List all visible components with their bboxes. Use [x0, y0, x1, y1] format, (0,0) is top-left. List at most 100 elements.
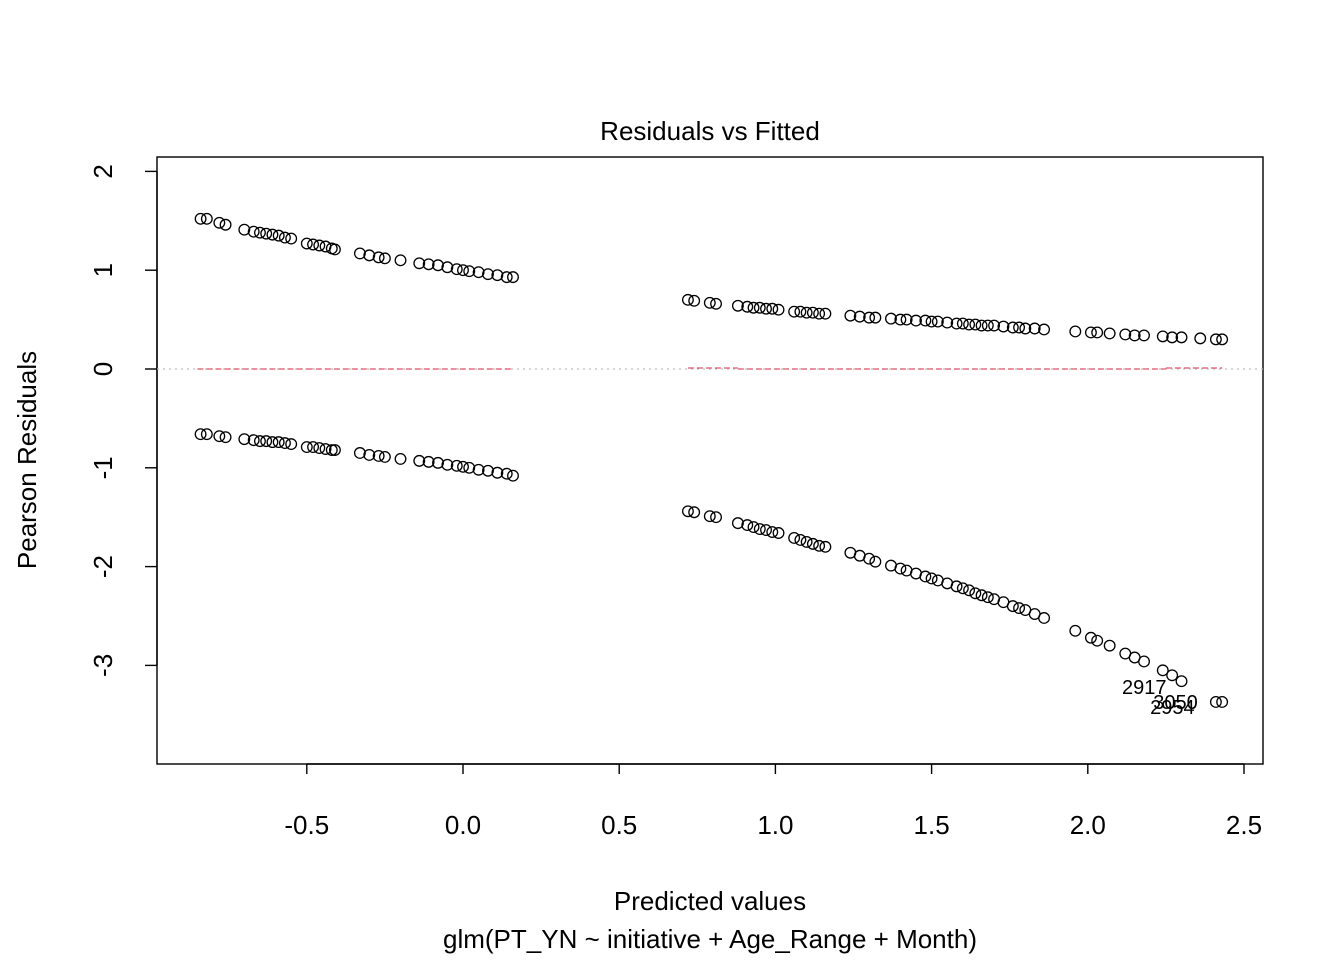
- data-point: [963, 584, 976, 597]
- x-tick-label: -0.5: [284, 810, 329, 840]
- data-point: [956, 317, 969, 330]
- data-point: [1209, 696, 1222, 708]
- data-point: [900, 313, 913, 326]
- plot-frame: [156, 156, 1264, 765]
- data-point: [1156, 664, 1169, 677]
- data-point: [710, 511, 722, 524]
- data-point: [1166, 331, 1179, 344]
- data-point: [285, 232, 298, 245]
- data-point: [969, 587, 982, 600]
- data-point: [394, 452, 407, 465]
- data-point: [319, 443, 332, 455]
- data-point: [766, 302, 779, 315]
- data-point: [941, 316, 954, 329]
- data-point: [788, 531, 801, 544]
- data-point: [378, 252, 391, 265]
- y-tick-label: -2: [88, 555, 118, 578]
- data-point: [219, 218, 232, 231]
- data-point: [200, 428, 213, 441]
- chart-title: Residuals vs Fitted: [600, 116, 820, 146]
- data-point: [753, 301, 766, 314]
- data-point: [413, 257, 426, 270]
- data-point: [919, 570, 932, 583]
- data-point: [213, 430, 226, 443]
- data-point: [741, 300, 754, 313]
- data-point: [1006, 600, 1019, 613]
- point-label: 3050: [1153, 692, 1198, 714]
- data-point: [300, 237, 313, 250]
- data-point: [378, 450, 391, 463]
- data-point: [710, 297, 722, 310]
- data-point: [253, 435, 266, 448]
- smooth-line: [197, 367, 1223, 370]
- data-point: [853, 310, 866, 323]
- data-point: [463, 265, 476, 278]
- data-point: [1166, 669, 1179, 682]
- data-point: [441, 458, 454, 471]
- data-point: [869, 311, 882, 324]
- data-point: [200, 212, 213, 225]
- data-point: [353, 447, 366, 459]
- point-label: 2954: [1150, 697, 1195, 719]
- data-point: [194, 212, 207, 225]
- data-point: [956, 582, 969, 595]
- data-point: [894, 562, 907, 575]
- data-point: [925, 572, 938, 585]
- y-tick-label: -3: [88, 654, 118, 677]
- data-point: [422, 455, 435, 468]
- axes: -0.5 0.0 0.5 1.0 1.5 2.0 2.5 -3 -2 -1 0 1 2: [88, 164, 1262, 840]
- data-point: [432, 456, 444, 469]
- data-point: [1006, 321, 1019, 334]
- data-point: [285, 438, 298, 451]
- data-point: [1138, 655, 1150, 668]
- data-point: [1103, 639, 1116, 652]
- data-point: [1194, 332, 1207, 345]
- data-point: [363, 449, 376, 461]
- data-point: [238, 223, 251, 236]
- data-point: [472, 463, 485, 476]
- data-point: [844, 309, 857, 322]
- data-point: [307, 238, 319, 251]
- x-tick-label: 2.5: [1226, 810, 1262, 840]
- data-point: [247, 225, 260, 238]
- data-point: [863, 552, 876, 565]
- data-point: [788, 305, 801, 318]
- data-point: [885, 312, 897, 325]
- data-point: [741, 519, 754, 532]
- data-point: [963, 318, 976, 331]
- data-point: [450, 459, 463, 472]
- data-point: [869, 555, 882, 568]
- data-point: [238, 433, 251, 446]
- data-point: [413, 454, 426, 467]
- data-point: [931, 315, 944, 328]
- data-point: [491, 269, 504, 282]
- data-point: [422, 258, 435, 271]
- data-point: [278, 437, 291, 450]
- data-point: [1019, 322, 1032, 335]
- data-point: [1156, 330, 1169, 343]
- data-point: [800, 306, 813, 319]
- x-tick-label: 0.5: [601, 810, 637, 840]
- data-point: [1038, 612, 1051, 624]
- data-point: [1209, 333, 1222, 346]
- data-point: [328, 243, 341, 256]
- data-point: [819, 307, 832, 320]
- data-point: [194, 428, 207, 441]
- data-point: [328, 444, 341, 456]
- data-point: [482, 464, 494, 477]
- data-point: [772, 303, 785, 316]
- data-point: [450, 263, 463, 276]
- data-point: [1175, 675, 1188, 688]
- data-point: [703, 510, 716, 523]
- data-point: [363, 249, 376, 262]
- data-point: [681, 505, 694, 518]
- data-point: [981, 591, 994, 604]
- data-point: [313, 239, 326, 252]
- x-tick-label: 1.5: [914, 810, 950, 840]
- data-point: [981, 319, 994, 332]
- data-point: [772, 527, 785, 539]
- data-point: [969, 318, 982, 331]
- data-point: [760, 302, 772, 315]
- data-point: [1084, 631, 1097, 644]
